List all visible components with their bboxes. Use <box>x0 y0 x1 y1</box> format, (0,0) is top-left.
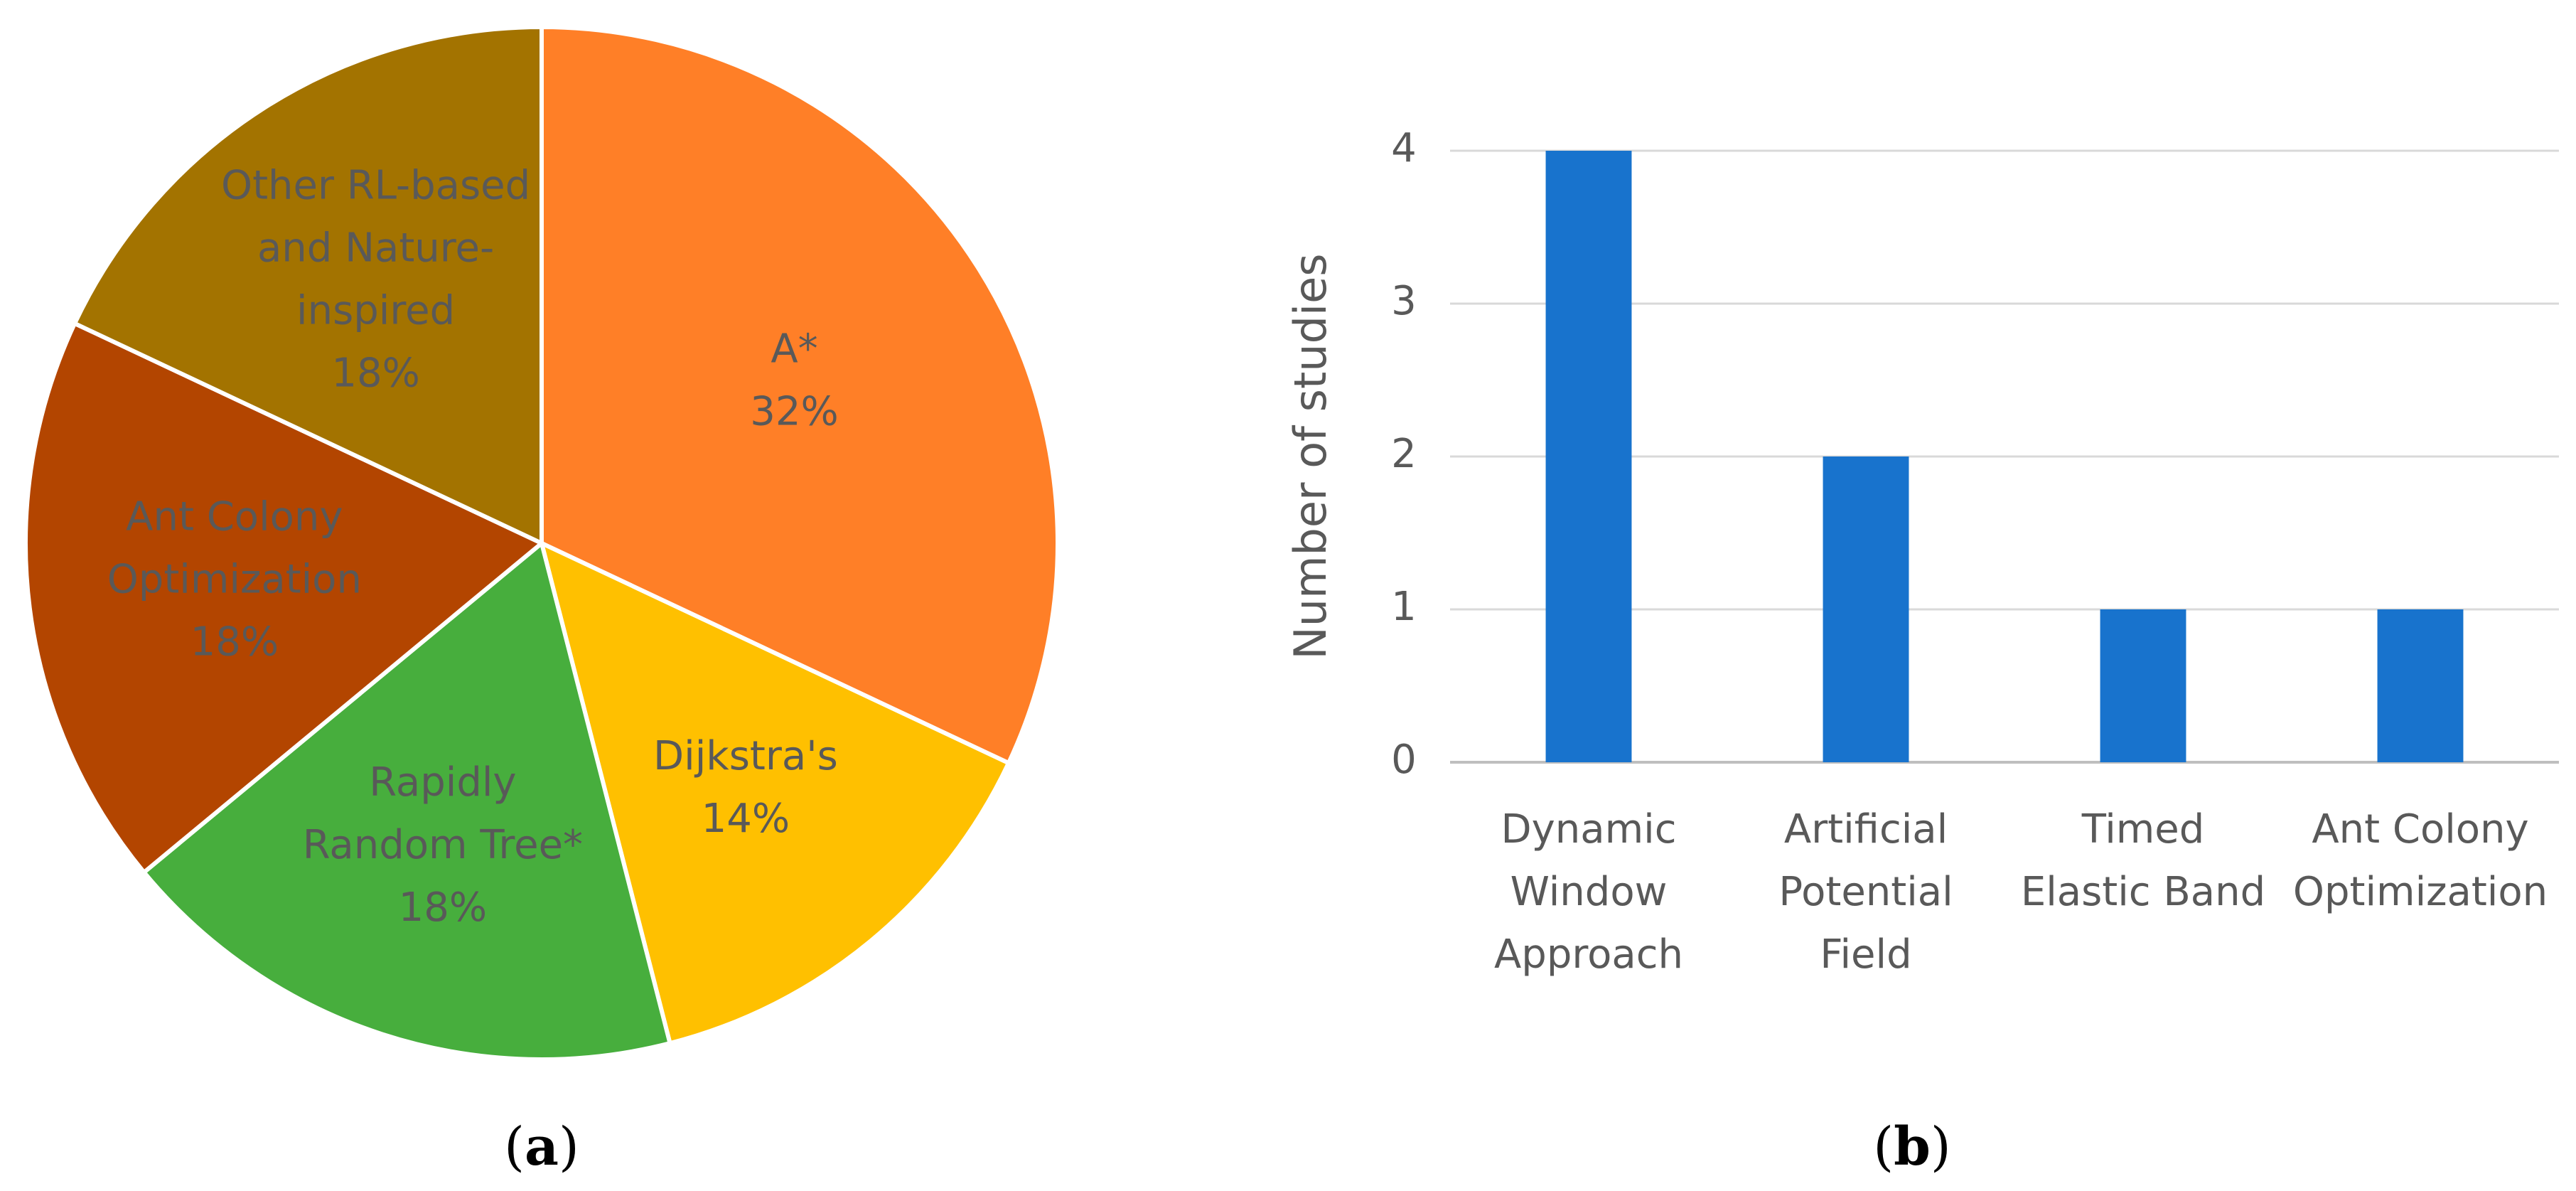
x-tick-label: Window <box>1510 869 1668 915</box>
caption-a: (a) <box>504 1116 579 1177</box>
pie-chart: A* 32% Dijkstra's 14% Rapidly Random Tree* 18%… <box>23 24 1060 1062</box>
x-tick-label: Dynamic <box>1501 806 1677 853</box>
y-tick-label: 0 <box>1391 737 1417 783</box>
x-tick-label: Ant Colony <box>2312 806 2528 853</box>
pie-category-label: Dijkstra's <box>653 733 838 779</box>
pie-category-label: Optimization <box>107 557 362 603</box>
pie-value-label: 18% <box>190 619 279 666</box>
pie-category-label: A* <box>771 326 817 373</box>
y-tick-label: 3 <box>1391 278 1417 324</box>
pie-category-label: inspired <box>296 287 455 333</box>
pie-category-label: and Nature- <box>257 225 494 271</box>
caption-b: (b) <box>1873 1116 1951 1177</box>
pie-slice-dijkstra-s <box>538 539 1011 1046</box>
x-tick-label: Timed <box>2081 806 2205 853</box>
bar-dynamic-window-approach <box>1545 151 1632 762</box>
y-tick-label: 1 <box>1391 584 1417 630</box>
pie-category-label: Other RL-based <box>221 162 530 208</box>
x-tick-label: Approach <box>1494 931 1683 978</box>
y-tick-label: 2 <box>1391 431 1417 477</box>
pie-value-label: 18% <box>399 885 487 931</box>
x-tick-label: Elastic Band <box>2021 869 2265 915</box>
bar-chart: 0 1 2 3 4 Number of studies Dynamic Window Appro… <box>1284 125 2559 978</box>
x-tick-label: Optimization <box>2293 869 2548 915</box>
pie-slice-rapidly-random-tree <box>141 539 673 1062</box>
x-tick-label: Potential <box>1778 869 1953 915</box>
x-tick-label: Artificial <box>1784 806 1948 853</box>
pie-category-label: Random Tree* <box>303 822 583 868</box>
pie-category-label: Rapidly <box>369 759 516 806</box>
bar-ant-colony-optimization <box>2377 609 2464 762</box>
pie-slice-a <box>540 24 1060 767</box>
y-tick-label: 4 <box>1391 125 1417 171</box>
pie-slice-ant-colony-optimization <box>23 320 546 875</box>
x-tick-label: Field <box>1820 931 1911 978</box>
pie-category-label: Ant Colony <box>126 494 343 540</box>
pie-slice-other-rl-based-and-nature-inspired <box>72 24 544 547</box>
y-axis-title: Number of studies <box>1284 253 1336 659</box>
pie-value-label: 18% <box>331 350 419 396</box>
bar-artificial-potential-field <box>1823 456 1909 762</box>
pie-value-label: 32% <box>750 389 838 435</box>
pie-value-label: 14% <box>702 796 790 842</box>
bar-timed-elastic-band <box>2100 609 2186 762</box>
